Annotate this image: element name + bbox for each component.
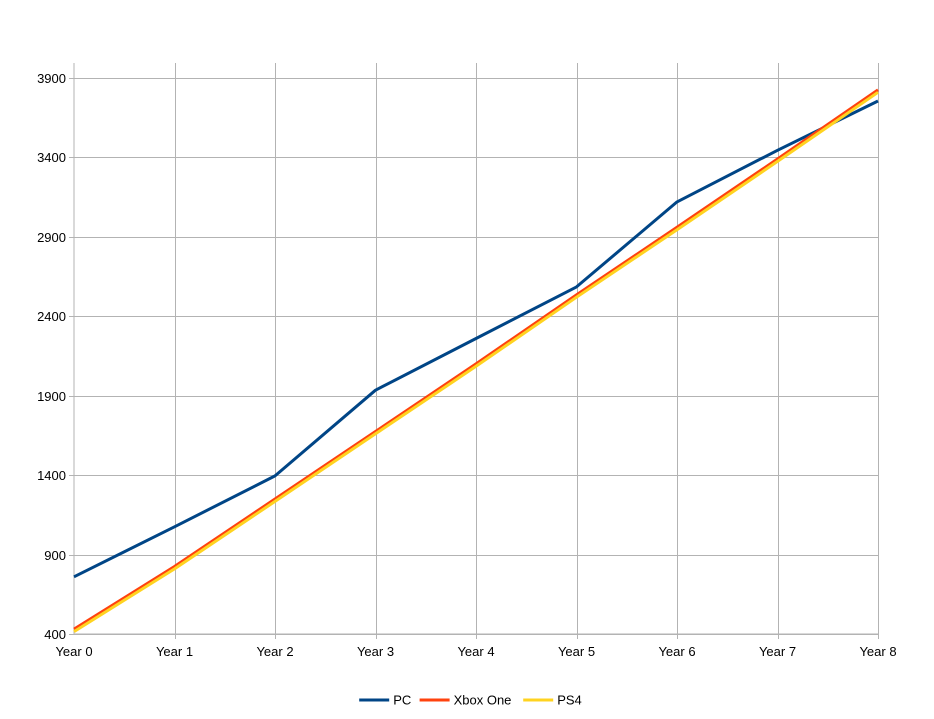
series-line-pc (73, 99, 879, 579)
y-tick-label: 2400 (37, 309, 66, 324)
legend: PC Xbox One PS4 (359, 693, 582, 708)
x-tick-label: Year 0 (55, 644, 92, 659)
y-tick-label: 1400 (37, 468, 66, 483)
series-line-xbox-one (73, 88, 879, 631)
x-tick-label: Year 1 (156, 644, 193, 659)
legend-label-pc: PC (393, 693, 411, 708)
x-tick-label: Year 7 (759, 644, 796, 659)
x-tick-label: Year 3 (357, 644, 394, 659)
grid (69, 63, 879, 639)
series-lines (73, 88, 879, 633)
legend-label-xbox-one: Xbox One (454, 693, 512, 708)
y-axis-ticks: 400 900 1400 1900 2400 2900 3400 3900 (37, 71, 66, 642)
y-tick-label: 3900 (37, 71, 66, 86)
x-tick-label: Year 6 (658, 644, 695, 659)
x-tick-label: Year 8 (859, 644, 896, 659)
y-tick-label: 400 (44, 627, 66, 642)
y-tick-label: 900 (44, 548, 66, 563)
y-tick-label: 2900 (37, 230, 66, 245)
y-tick-label: 3400 (37, 150, 66, 165)
x-tick-label: Year 4 (457, 644, 494, 659)
series-line-ps4 (73, 91, 879, 633)
x-axis-ticks: Year 0 Year 1 Year 2 Year 3 Year 4 Year 5 Year… (55, 644, 896, 659)
x-tick-label: Year 5 (558, 644, 595, 659)
x-tick-label: Year 2 (256, 644, 293, 659)
legend-label-ps4: PS4 (557, 693, 582, 708)
y-tick-label: 1900 (37, 389, 66, 404)
